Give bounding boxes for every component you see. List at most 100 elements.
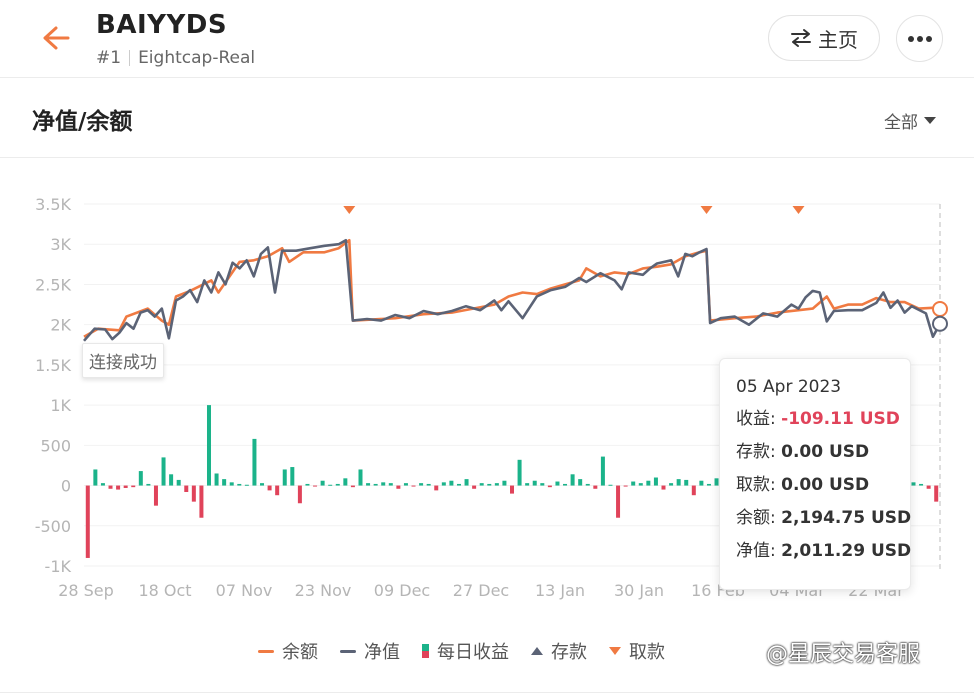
legend-daily-profit[interactable]: 每日收益 xyxy=(422,638,509,664)
y-tick-label: 1K xyxy=(50,396,71,415)
profit-bar xyxy=(108,485,113,489)
profit-bar xyxy=(426,483,431,486)
profit-bar xyxy=(320,480,325,486)
server-name: Eightcap-Real xyxy=(138,48,256,68)
tooltip-date: 05 Apr 2023 xyxy=(736,377,842,397)
more-button[interactable] xyxy=(896,15,943,62)
profit-bar xyxy=(93,469,98,486)
profit-bar xyxy=(305,483,310,486)
profit-bar xyxy=(403,483,408,486)
caret-down-icon xyxy=(924,117,936,124)
tooltip-deposit: 存款: 0.00 USD xyxy=(736,441,910,474)
x-tick-label: 07 Nov xyxy=(216,581,273,600)
home-label: 主页 xyxy=(818,27,858,52)
back-button[interactable] xyxy=(38,22,78,56)
x-tick-label: 28 Sep xyxy=(58,581,114,600)
profit-bar xyxy=(297,485,302,504)
profit-bar xyxy=(411,485,416,487)
profit-bar xyxy=(350,485,355,488)
section-header: 净值/余额 全部 xyxy=(0,78,974,158)
profit-bar xyxy=(373,483,378,486)
profit-bar xyxy=(335,483,340,486)
legend-balance-label: 余额 xyxy=(282,642,318,663)
profit-bar xyxy=(343,478,348,486)
y-tick-label: -500 xyxy=(35,517,71,536)
profit-bar xyxy=(214,473,219,486)
profit-bar xyxy=(206,405,211,486)
legend-deposit[interactable]: 存款 xyxy=(531,638,587,664)
connection-toast: 连接成功 xyxy=(82,343,164,378)
profit-bar xyxy=(85,485,90,558)
chart-tooltip: 05 Apr 2023 收益: -109.11 USD 存款: 0.00 USD… xyxy=(719,358,911,590)
profit-bar xyxy=(525,483,530,486)
profit-bar xyxy=(714,478,719,486)
profit-bar xyxy=(161,457,166,486)
y-tick-label: 1.5K xyxy=(35,356,71,375)
profit-bar xyxy=(487,483,492,486)
tooltip-equity-value: 2,011.29 USD xyxy=(781,541,912,561)
x-tick-label: 27 Dec xyxy=(453,581,509,600)
profit-bar xyxy=(138,471,143,486)
legend-equity[interactable]: 净值 xyxy=(340,638,400,664)
divider xyxy=(0,692,974,693)
profit-bar xyxy=(472,485,477,489)
equity-line-icon xyxy=(340,649,356,653)
equity-balance-chart[interactable]: 3.5K 3K 2.5K 2K 1.5K 1K 500 0 -500 -1K 28 Sep 18 Oc… xyxy=(0,160,974,630)
profit-bar xyxy=(593,485,598,489)
more-icon xyxy=(907,35,932,42)
profit-bar xyxy=(456,483,461,486)
tooltip-withdraw: 取款: 0.00 USD xyxy=(736,474,910,507)
profit-bar xyxy=(616,485,621,518)
legend-withdraw[interactable]: 取款 xyxy=(609,638,665,664)
tooltip-profit-value: -109.11 USD xyxy=(781,409,900,429)
profit-bar xyxy=(313,485,318,487)
profit-bar xyxy=(116,485,121,490)
deposit-triangle-icon xyxy=(531,647,543,655)
tooltip-balance-value: 2,194.75 USD xyxy=(781,508,912,528)
profit-bar xyxy=(494,483,499,486)
range-dropdown[interactable]: 全部 xyxy=(884,108,936,133)
y-tick-label: 2.5K xyxy=(35,275,71,294)
tooltip-equity-label: 净值: xyxy=(736,541,776,561)
profit-bar xyxy=(441,482,446,486)
profit-bar xyxy=(691,485,696,496)
profit-bar xyxy=(229,482,234,486)
profit-bar xyxy=(146,483,151,486)
profit-bar xyxy=(600,456,605,486)
profit-bar xyxy=(684,479,689,486)
y-tick-label: -1K xyxy=(45,557,72,576)
y-tick-label: 0 xyxy=(61,477,71,496)
profit-bar xyxy=(926,485,931,489)
balance-line-icon xyxy=(258,649,274,653)
profit-bar xyxy=(237,483,242,486)
profit-bar xyxy=(631,481,636,486)
profit-bar xyxy=(199,485,204,518)
y-tick-label: 500 xyxy=(40,436,71,455)
profit-bar xyxy=(676,479,681,486)
legend-daily-profit-label: 每日收益 xyxy=(437,642,509,663)
profit-bar xyxy=(358,469,363,486)
legend-balance[interactable]: 余额 xyxy=(258,638,318,664)
y-tick-label: 2K xyxy=(50,316,71,335)
profit-bar xyxy=(540,483,545,486)
divider xyxy=(129,50,131,66)
profit-bar xyxy=(934,485,939,502)
profit-bar xyxy=(578,479,583,486)
profit-bar xyxy=(623,485,628,487)
profit-bar xyxy=(608,484,613,486)
profit-bar xyxy=(396,485,401,489)
profit-bar xyxy=(328,484,333,486)
home-button[interactable]: 主页 xyxy=(768,15,880,61)
profit-bar xyxy=(669,483,674,486)
profit-bar xyxy=(547,485,552,488)
withdraw-triangle-icon xyxy=(609,647,621,655)
legend-deposit-label: 存款 xyxy=(551,642,587,663)
legend-withdraw-label: 取款 xyxy=(629,642,665,663)
withdraw-marker xyxy=(792,206,805,214)
profit-bar xyxy=(479,483,484,486)
range-label: 全部 xyxy=(884,113,918,133)
profit-bar xyxy=(532,480,537,486)
x-tick-label: 13 Jan xyxy=(535,581,585,600)
app-header: BAIYYDS #1 Eightcap-Real 主页 xyxy=(0,0,974,78)
profit-bar xyxy=(275,485,280,496)
